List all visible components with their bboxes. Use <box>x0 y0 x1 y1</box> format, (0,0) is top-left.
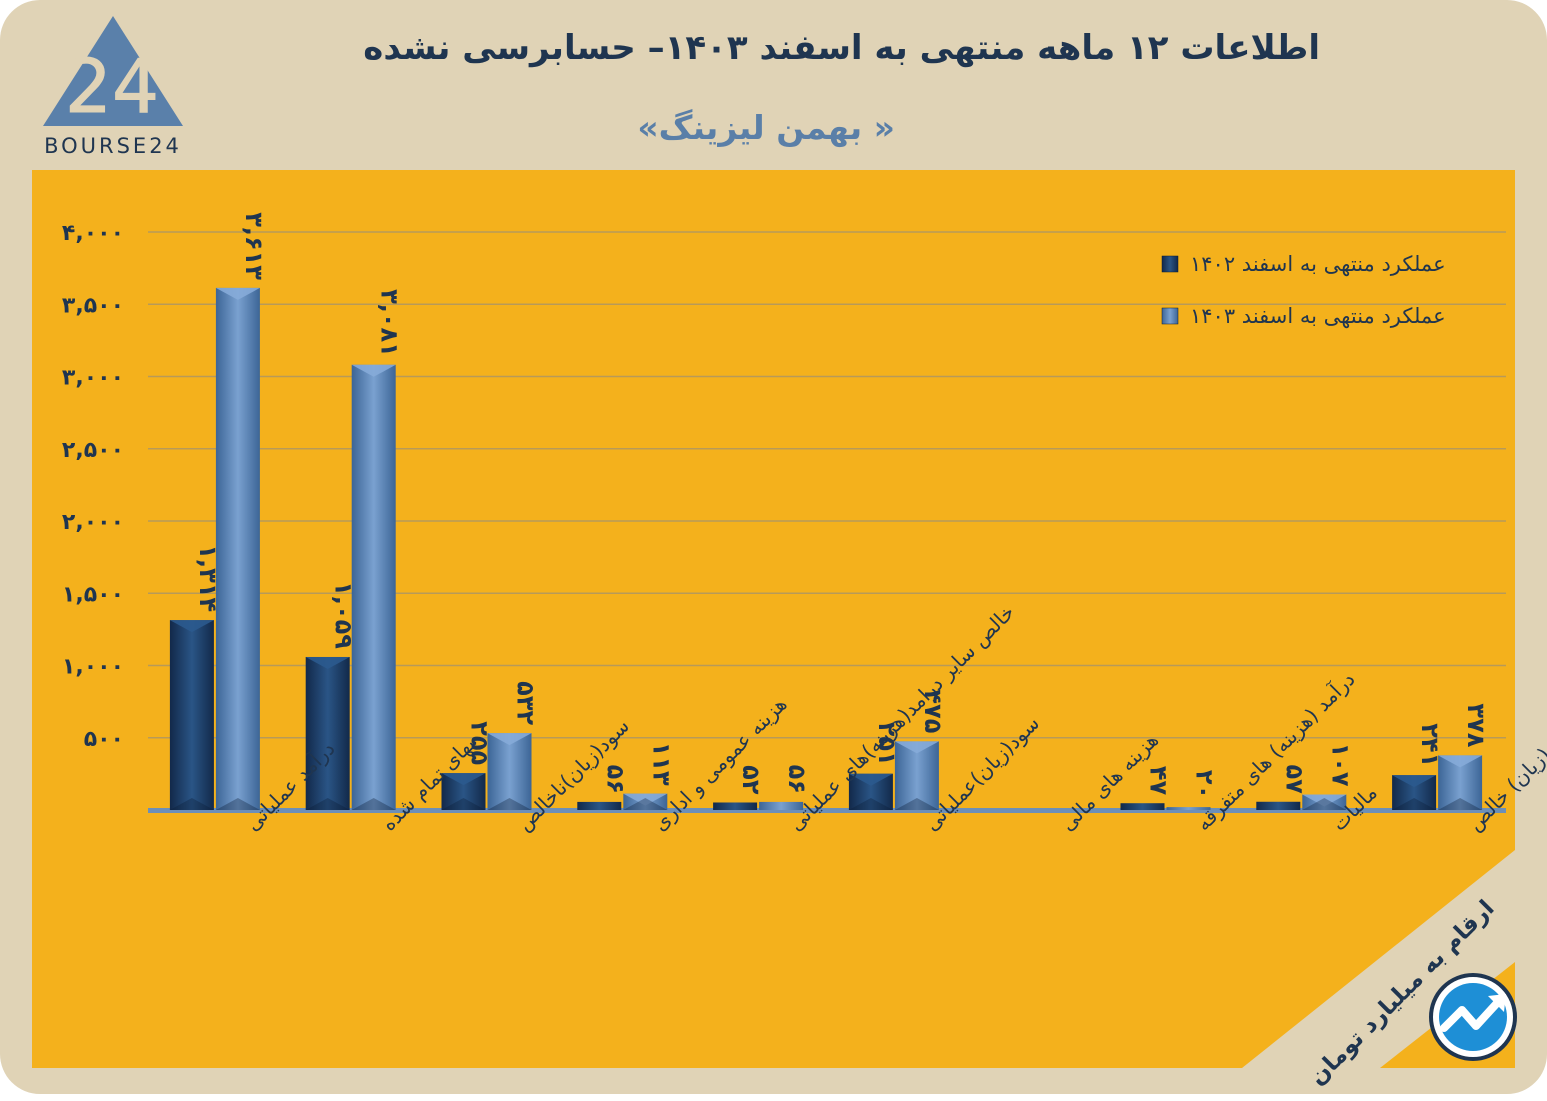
bar-labels: ۱,۳۱۴ ۳,۶۱۳ ۱,۰۵۹ ۳,۰۸۱ ۲۵۵ ۵۳۲ ۵۶ ۱۱۳ ۵۲ ۵۶ ۲۵۱ ۴۷… <box>194 212 1490 799</box>
x-axis-line <box>148 808 1506 813</box>
bar-value-label: ۳۷۸ <box>1462 703 1490 747</box>
bar-value-label: ۵۶ <box>601 765 629 794</box>
bar-value-label: ۴۷۵ <box>919 689 947 733</box>
page-subtitle: « بهمن لیزینگ» <box>637 108 895 147</box>
bar <box>759 801 804 810</box>
bar-value-label: ۲۰ <box>1191 770 1219 799</box>
bar-bevel <box>1392 798 1437 810</box>
bar-bevel <box>215 798 260 810</box>
bar <box>1166 807 1211 810</box>
bar-bevel <box>169 620 214 633</box>
y-tick-label: ۳,۰۰۰ <box>62 366 124 391</box>
y-tick-label: ۲,۰۰۰ <box>62 510 124 535</box>
bar-bevel <box>1438 798 1483 810</box>
bar-value-label: ۵۷ <box>1280 764 1308 794</box>
bar <box>1120 803 1165 810</box>
bar-bevel <box>1302 798 1347 810</box>
bar-value-label: ۴۷ <box>1145 766 1173 796</box>
bar-bevel <box>169 798 214 810</box>
bar-bevel <box>305 798 350 810</box>
bar-value-label: ۲۴۱ <box>1416 723 1444 767</box>
bar-value-label: ۲۵۱ <box>873 722 901 766</box>
legend-swatch <box>1161 255 1179 273</box>
bar <box>351 364 396 810</box>
logo-text: BOURSE24 <box>44 134 182 158</box>
bar-bevel <box>848 773 893 786</box>
bar-bevel <box>215 287 260 300</box>
bar-value-label: ۵۲ <box>737 765 765 795</box>
bar-bevel <box>441 798 486 810</box>
trend-arrow-icon <box>1429 973 1517 1061</box>
bar <box>577 801 622 810</box>
bar-value-label: ۱,۰۵۹ <box>330 581 358 649</box>
bar-bevel <box>623 798 668 810</box>
bar-value-label: ۵۳۲ <box>512 681 540 725</box>
y-tick-label: ۴,۰۰۰ <box>62 221 124 246</box>
bar-value-label: ۳,۰۸۱ <box>376 289 404 357</box>
y-tick-label: ۵۰۰ <box>84 727 124 752</box>
bar-value-label: ۱۰۷ <box>1326 743 1354 787</box>
bar-value-label: ۱,۳۱۴ <box>194 544 222 612</box>
legend: عملکرد منتهی به اسفند ۱۴۰۲ عملکرد منتهی ب… <box>1161 252 1446 328</box>
bar-value-label: ۳,۶۱۳ <box>240 212 268 280</box>
bar-bevel <box>623 793 668 806</box>
bar-bevel <box>351 364 396 377</box>
bar-bevel <box>894 741 939 754</box>
page-title: اطلاعات ۱۲ ماهه منتهی به اسفند ۱۴۰۳– حسا… <box>363 28 1320 68</box>
bar-bevel <box>1392 775 1437 788</box>
logo-numeral: 24 <box>65 44 159 130</box>
bar <box>305 656 350 810</box>
legend-label: عملکرد منتهی به اسفند ۱۴۰۳ <box>1190 304 1446 328</box>
bar <box>215 287 260 810</box>
bar-bevel <box>1302 794 1347 807</box>
bar-bevel <box>1438 755 1483 768</box>
bar-bevel <box>305 656 350 669</box>
y-tick-label: ۱,۵۰۰ <box>62 582 124 607</box>
bar <box>169 620 214 810</box>
bar-bevel <box>487 733 532 746</box>
bar-bevel <box>894 798 939 810</box>
bourse24-logo: 24 BOURSE24 <box>43 16 183 158</box>
y-axis: ۵۰۰ ۱,۰۰۰ ۱,۵۰۰ ۲,۰۰۰ ۲,۵۰۰ ۳,۰۰۰ ۳,۵۰۰ ۴,۰۰۰ <box>62 221 1506 813</box>
bar-value-label: ۱۱۳ <box>647 742 675 786</box>
bar-value-label: ۵۶ <box>783 765 811 794</box>
y-tick-label: ۳,۵۰۰ <box>62 293 124 318</box>
bar-bevel <box>351 798 396 810</box>
bar-bevel <box>487 798 532 810</box>
bar-bevel <box>441 773 486 786</box>
bar-value-label: ۲۵۵ <box>466 721 494 765</box>
bar <box>487 733 532 810</box>
bar <box>713 802 758 810</box>
bar <box>1256 801 1301 810</box>
y-tick-label: ۲,۵۰۰ <box>62 438 124 463</box>
bar-bevel <box>848 798 893 810</box>
legend-label: عملکرد منتهی به اسفند ۱۴۰۲ <box>1190 252 1446 276</box>
legend-swatch <box>1161 307 1179 325</box>
y-tick-label: ۱,۰۰۰ <box>62 655 124 680</box>
bars <box>169 287 1483 810</box>
